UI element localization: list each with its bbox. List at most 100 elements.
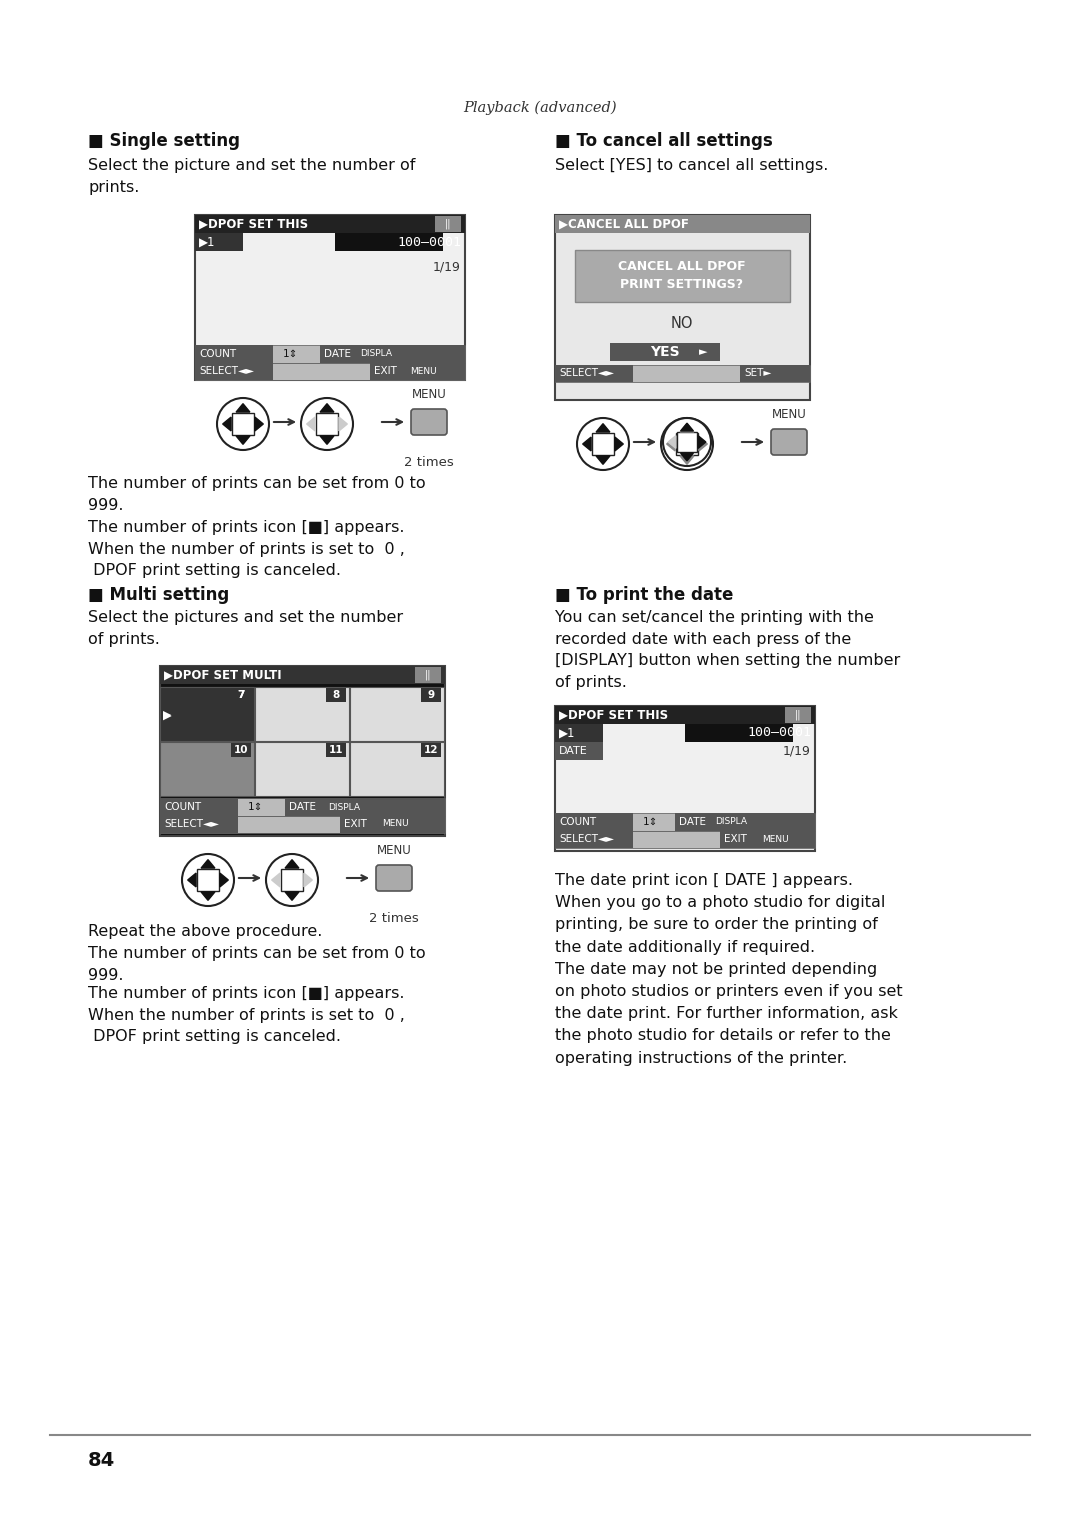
Bar <box>231 743 251 757</box>
Circle shape <box>183 855 234 906</box>
Bar <box>340 816 445 833</box>
FancyBboxPatch shape <box>376 865 411 891</box>
Text: ■ Multi setting: ■ Multi setting <box>87 586 229 604</box>
Polygon shape <box>188 873 197 887</box>
Polygon shape <box>285 859 299 868</box>
Text: YES: YES <box>650 345 679 359</box>
Bar <box>231 688 251 702</box>
Bar <box>160 665 445 684</box>
Text: SELECT◄►: SELECT◄► <box>164 819 219 829</box>
Bar <box>555 215 810 233</box>
Polygon shape <box>680 453 693 461</box>
Polygon shape <box>666 436 675 450</box>
Text: ▶DPOF SET MULTI: ▶DPOF SET MULTI <box>164 668 282 682</box>
Bar <box>421 688 441 702</box>
Circle shape <box>661 418 713 470</box>
Polygon shape <box>680 423 693 430</box>
Polygon shape <box>698 435 706 449</box>
Bar <box>555 813 633 832</box>
Text: DISPLA: DISPLA <box>715 818 747 827</box>
Text: DATE: DATE <box>324 349 351 359</box>
Text: 100–0001: 100–0001 <box>747 726 811 740</box>
Text: ▶DPOF SET THIS: ▶DPOF SET THIS <box>199 218 308 230</box>
Text: 2 times: 2 times <box>369 913 419 925</box>
Bar <box>160 742 254 797</box>
Text: ▶: ▶ <box>163 710 172 720</box>
Bar <box>160 816 238 833</box>
Text: The number of prints icon [■] appears.
When the number of prints is set to  0 ,
: The number of prints icon [■] appears. W… <box>87 520 405 578</box>
Text: SELECT◄►: SELECT◄► <box>559 368 615 378</box>
Text: 8: 8 <box>333 690 339 700</box>
Bar <box>675 813 815 832</box>
Bar <box>370 363 465 380</box>
Polygon shape <box>320 436 334 444</box>
Bar <box>195 345 465 363</box>
Text: COUNT: COUNT <box>164 803 201 812</box>
Text: 7: 7 <box>238 690 245 700</box>
Text: DATE: DATE <box>289 803 316 812</box>
Polygon shape <box>699 436 707 450</box>
Polygon shape <box>303 873 312 887</box>
Text: ▶: ▶ <box>163 711 172 720</box>
Text: PRINT SETTINGS?: PRINT SETTINGS? <box>620 279 743 291</box>
Bar <box>435 217 461 232</box>
Text: 1/19: 1/19 <box>783 745 811 757</box>
Text: ||: || <box>424 670 431 681</box>
Text: ||: || <box>795 710 801 720</box>
Bar <box>740 365 810 382</box>
Bar <box>316 414 338 435</box>
Text: CANCEL ALL DPOF: CANCEL ALL DPOF <box>618 259 746 273</box>
Polygon shape <box>285 891 299 900</box>
Text: 1⇕: 1⇕ <box>283 349 298 359</box>
Bar <box>415 667 441 684</box>
Text: ||: || <box>445 218 451 229</box>
Bar <box>160 687 254 742</box>
Bar <box>555 832 815 848</box>
Bar <box>555 707 815 852</box>
Bar <box>326 688 346 702</box>
Bar <box>555 707 815 723</box>
Polygon shape <box>596 424 610 432</box>
Text: DATE: DATE <box>559 746 588 755</box>
Text: The number of prints icon [■] appears.
When the number of prints is set to  0 ,
: The number of prints icon [■] appears. W… <box>87 986 405 1044</box>
Bar <box>195 215 465 380</box>
Polygon shape <box>307 417 315 430</box>
Text: The date print icon [ DATE ] appears.
When you go to a photo studio for digital
: The date print icon [ DATE ] appears. Wh… <box>555 873 903 1065</box>
Bar <box>231 688 251 702</box>
Bar <box>350 687 444 742</box>
Text: You can set/cancel the printing with the
recorded date with each press of the
[D: You can set/cancel the printing with the… <box>555 610 901 690</box>
Bar <box>555 215 810 400</box>
Text: ▶1: ▶1 <box>559 726 576 740</box>
Text: MENU: MENU <box>771 407 807 421</box>
Bar <box>255 742 349 797</box>
Bar <box>197 870 219 891</box>
Text: Select the picture and set the number of
prints.: Select the picture and set the number of… <box>87 159 416 195</box>
Text: ►: ► <box>699 346 707 357</box>
Circle shape <box>301 398 353 450</box>
Bar <box>610 343 720 362</box>
Bar <box>575 250 789 302</box>
Bar <box>592 433 613 455</box>
Bar <box>685 723 793 742</box>
Bar <box>160 798 445 816</box>
Text: SELECT◄►: SELECT◄► <box>559 835 615 844</box>
Text: EXIT: EXIT <box>724 835 747 844</box>
Text: 10: 10 <box>233 745 248 755</box>
Text: NO: NO <box>671 316 693 331</box>
Bar <box>255 687 349 742</box>
Polygon shape <box>583 436 591 450</box>
Circle shape <box>577 418 629 470</box>
Bar <box>160 665 445 836</box>
Bar <box>555 723 603 742</box>
Text: 12: 12 <box>423 745 438 755</box>
Bar <box>555 832 633 848</box>
Polygon shape <box>615 436 623 450</box>
Bar <box>421 743 441 757</box>
Polygon shape <box>201 891 215 900</box>
Text: MENU: MENU <box>411 388 446 400</box>
Bar <box>195 363 465 380</box>
Text: EXIT: EXIT <box>345 819 367 829</box>
Bar <box>160 816 445 833</box>
Text: Playback (advanced): Playback (advanced) <box>463 101 617 114</box>
Bar <box>326 743 346 757</box>
